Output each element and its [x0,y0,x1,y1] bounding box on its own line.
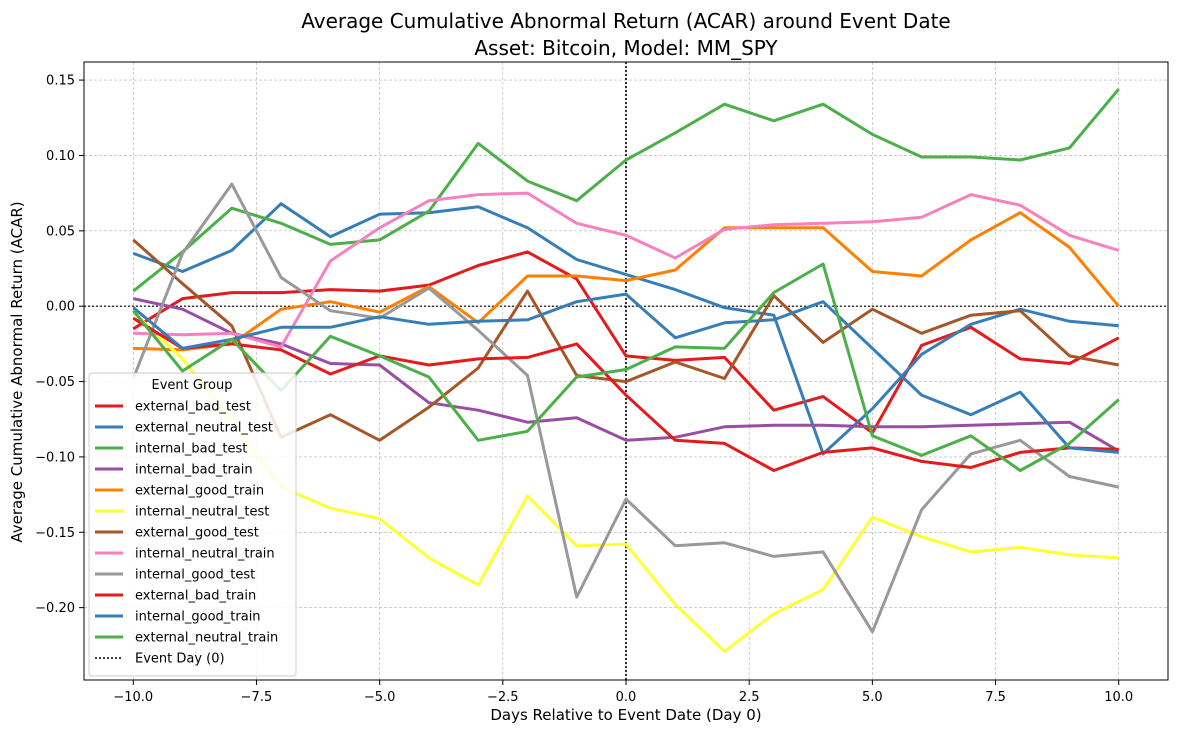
legend-label-1: external_neutral_test [135,421,273,436]
y-tick-label-2: −0.10 [35,450,75,465]
series-line-internal_neutral_train [133,191,1120,349]
y-axis-label: Average Cumulative Abnormal Return (ACAR… [8,201,26,542]
legend-label-12: Event Day (0) [135,652,225,667]
x-tick-label-6: 5.0 [862,690,883,705]
legend-label-6: external_good_test [135,526,259,541]
x-tick-label-1: −7.5 [241,690,273,705]
x-tick-label-3: −2.5 [487,690,519,705]
x-tick-label-4: 0.0 [616,690,637,705]
series-line-internal_good_train [132,292,1119,454]
chart-title: Average Cumulative Abnormal Return (ACAR… [301,9,951,33]
series-line-internal_neutral_test [132,311,1119,653]
legend-label-3: internal_bad_train [135,463,253,478]
y-tick-label-7: 0.15 [46,74,75,89]
series-line-external_bad_train [132,316,1119,472]
y-tick-label-4: 0.00 [46,300,75,315]
series-lines [131,88,1120,653]
legend-label-10: internal_good_train [135,610,261,625]
legend-label-11: external_neutral_train [135,631,278,646]
legend-title: Event Group [152,378,233,393]
x-tick-label-0: −10.0 [113,690,153,705]
chart-subtitle: Asset: Bitcoin, Model: MM_SPY [474,36,778,60]
y-tick-label-5: 0.05 [46,224,75,239]
y-tick-label-3: −0.05 [35,375,75,390]
legend-label-9: external_bad_train [135,589,256,604]
y-tick-label-6: 0.10 [46,149,75,164]
x-tick-label-8: 10.0 [1104,690,1133,705]
series-line-internal_good_test [131,182,1120,634]
series-line-external_good_test [132,238,1119,442]
series-line-external_good_train [133,211,1120,352]
series-line-internal_bad_train [132,297,1120,453]
series-line-external_neutral_test [132,202,1119,456]
series-line-external_neutral_train [132,262,1120,472]
legend-label-0: external_bad_test [135,400,251,415]
x-axis-label: Days Relative to Event Date (Day 0) [490,706,761,724]
x-tick-label-7: 7.5 [985,690,1006,705]
x-tick-label-5: 2.5 [739,690,760,705]
y-tick-label-1: −0.15 [35,526,75,541]
axes: −10.0 −7.5 −5.0 −2.5 0.0 2.5 5.0 7.5 10.0 −0.20 −0… [35,61,1169,705]
legend: Event Group external_bad_test external_neu… [88,372,297,677]
x-tick-label-2: −5.0 [364,690,396,705]
legend-label-4: external_good_train [135,484,264,499]
legend-label-8: internal_good_test [135,568,255,583]
legend-label-2: internal_bad_test [135,442,247,457]
y-tick-label-0: −0.20 [35,601,75,616]
series-line-internal_bad_test [132,88,1120,293]
legend-box [88,372,297,677]
legend-label-5: internal_neutral_test [135,505,269,520]
legend-label-7: internal_neutral_train [135,547,275,562]
